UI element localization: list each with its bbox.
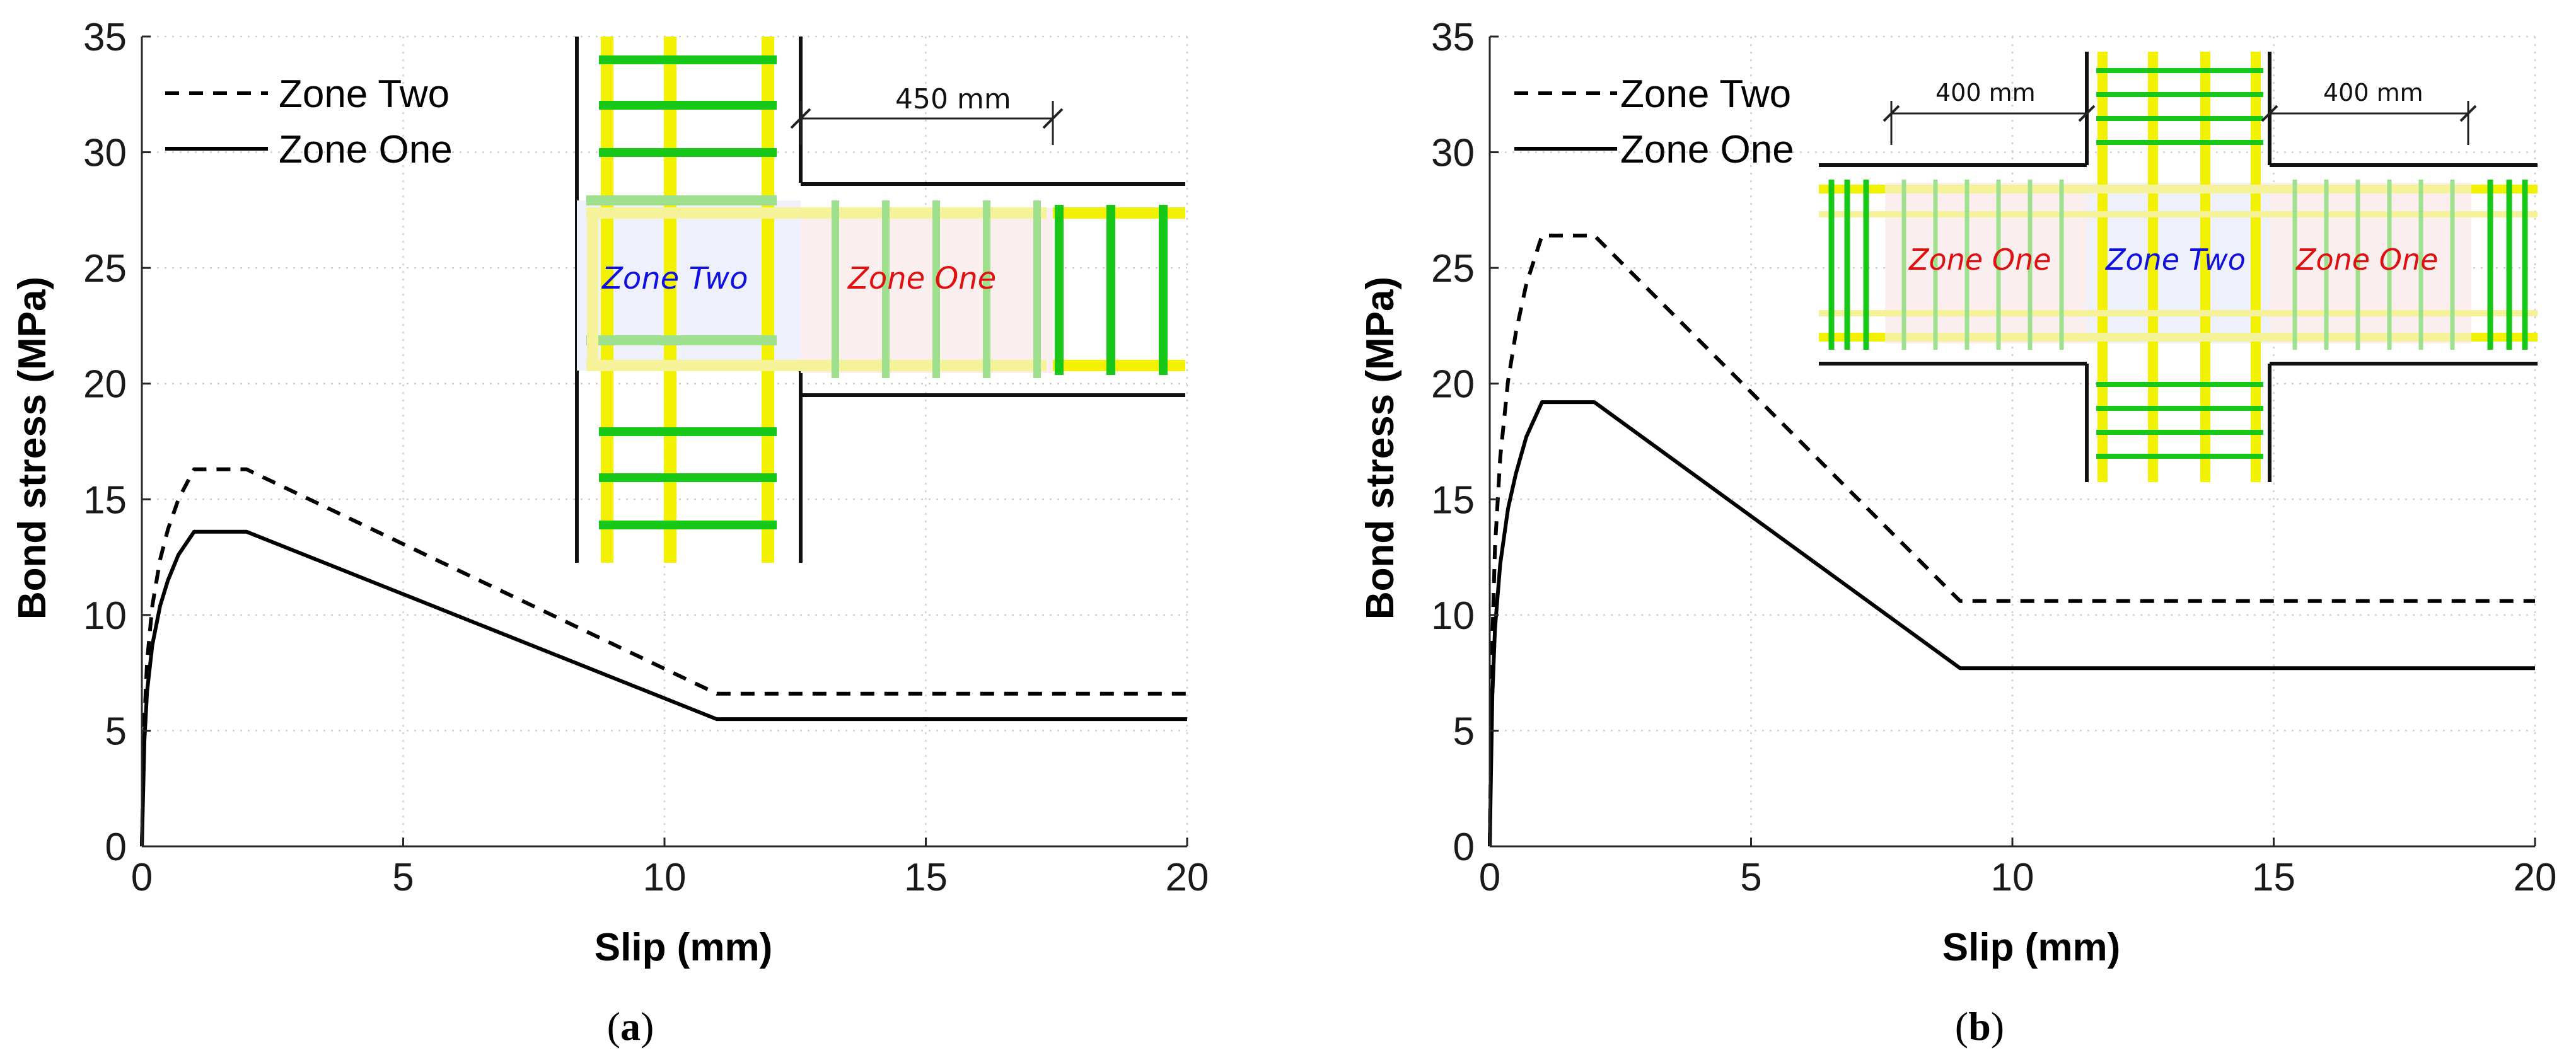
y-tick-label: 5	[105, 710, 127, 753]
zone-two-label: Zone Two	[601, 261, 748, 296]
series-line-zone-two	[140, 467, 1187, 847]
inset-diagram-interior-joint: 400 mm 400 mm Zone One Zone Two Zone One	[1819, 52, 2538, 482]
dimension-right	[2261, 101, 2477, 145]
y-tick-label: 35	[1431, 16, 1475, 59]
panel-caption-b: (b)	[1955, 1004, 2004, 1049]
y-tick-label: 25	[83, 247, 127, 291]
x-tick-label: 15	[904, 856, 948, 899]
column-stirrups	[599, 55, 777, 529]
x-tick-label: 15	[2252, 856, 2295, 899]
series-line-zone-one	[140, 529, 1187, 847]
y-tick-label: 25	[1431, 247, 1475, 291]
x-tick-label: 10	[1991, 856, 2034, 899]
legend-label-zone-two: Zone Two	[279, 72, 450, 116]
series-line-zone-one	[1488, 400, 2535, 847]
axes: 0 5 10 15 20 0 5 10 15 20 25 30 35	[1431, 16, 2556, 899]
series-lines	[140, 467, 1187, 847]
legend-label-zone-one: Zone One	[1620, 128, 1794, 171]
y-tick-label: 10	[83, 594, 127, 638]
inset-diagram-exterior-joint: 450 mm Zone Two Zone One	[575, 37, 1185, 563]
y-tick-label: 15	[83, 478, 127, 522]
x-tick-label: 20	[2514, 856, 2557, 899]
legend-label-zone-one: Zone One	[279, 128, 453, 171]
dimension-right-label: 400 mm	[2323, 79, 2423, 107]
y-axis-label: Bond stress (MPa)	[11, 277, 54, 619]
y-tick-label: 30	[83, 132, 127, 175]
x-tick-label: 20	[1166, 856, 1209, 899]
panel-b: 400 mm 400 mm Zone One Zone Two Zone One…	[1359, 16, 2556, 1049]
zone-one-label: Zone One	[847, 261, 996, 296]
x-tick-label: 0	[131, 856, 153, 899]
panel-a: 450 mm Zone Two Zone One 0 5 10 15 20 0 5 10 15 2…	[11, 16, 1209, 1049]
zone-one-hatch	[801, 208, 1053, 373]
zone-one-right-hatch	[2270, 183, 2471, 343]
y-tick-label: 20	[1431, 363, 1475, 406]
x-axis-label: Slip (mm)	[595, 926, 772, 969]
panel-caption-a: (a)	[607, 1004, 654, 1049]
x-tick-label: 5	[392, 856, 414, 899]
column-stirrups	[2096, 68, 2263, 459]
caption-letter: b	[1968, 1004, 1991, 1049]
zone-two-hatch	[2087, 183, 2270, 343]
zone-one-left-hatch	[1885, 183, 2087, 343]
legend: Zone Two Zone One	[165, 72, 453, 171]
x-tick-label: 5	[1740, 856, 1761, 899]
y-tick-label: 35	[83, 16, 127, 59]
y-tick-label: 5	[1453, 710, 1475, 753]
beam-bars	[1053, 205, 1185, 375]
y-tick-label: 15	[1431, 478, 1475, 522]
x-tick-label: 0	[1479, 856, 1500, 899]
joint-hooks	[586, 195, 1047, 371]
y-tick-label: 0	[105, 826, 127, 869]
dimension-label: 450 mm	[895, 83, 1011, 115]
caption-letter: a	[620, 1004, 641, 1049]
y-axis-label: Bond stress (MPa)	[1359, 277, 1402, 619]
y-tick-label: 30	[1431, 132, 1475, 175]
x-axis-label: Slip (mm)	[1942, 926, 2120, 969]
dimension-left-label: 400 mm	[1935, 79, 2036, 107]
y-tick-label: 20	[83, 363, 127, 406]
zone-two-label: Zone Two	[2104, 243, 2246, 277]
beam-stirrups	[1828, 180, 2528, 350]
series-line-zone-two	[1488, 233, 2535, 847]
x-tick-label: 10	[643, 856, 687, 899]
dimension-left	[1883, 101, 2096, 145]
zone-one-right-label: Zone One	[2295, 243, 2438, 277]
y-tick-label: 0	[1453, 826, 1475, 869]
zone-one-left-label: Zone One	[1908, 243, 2051, 277]
y-tick-label: 10	[1431, 594, 1475, 638]
beam-stirrups-zone-one	[832, 200, 1041, 378]
series-lines	[1488, 233, 2535, 847]
legend: Zone Two Zone One	[1514, 72, 1794, 171]
dimension-450	[790, 101, 1064, 145]
legend-label-zone-two: Zone Two	[1620, 72, 1791, 116]
axes: 0 5 10 15 20 0 5 10 15 20 25 30 35	[83, 16, 1209, 899]
